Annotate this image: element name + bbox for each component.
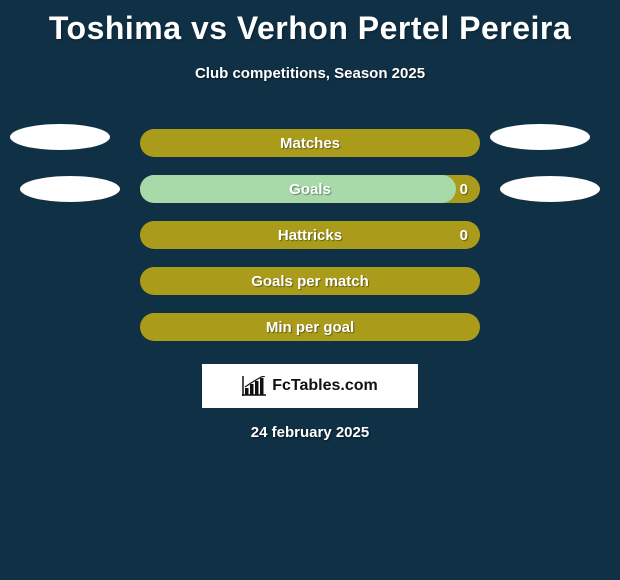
stat-label: Goals per match xyxy=(251,273,369,290)
stat-row: Min per goal xyxy=(0,304,620,350)
stat-rows: Matches Goals 0 Hattricks 0 Goals per match Mi… xyxy=(0,120,620,350)
bar-wrap: Goals 0 xyxy=(140,175,480,203)
bar-wrap: Min per goal xyxy=(140,313,480,341)
subtitle: Club competitions, Season 2025 xyxy=(0,65,620,82)
stat-bar: Goals per match xyxy=(140,267,480,295)
bar-chart-icon xyxy=(242,376,266,396)
stat-row: Goals per match xyxy=(0,258,620,304)
bar-wrap: Hattricks 0 xyxy=(140,221,480,249)
stat-label: Min per goal xyxy=(266,319,354,336)
stat-label: Goals xyxy=(289,181,331,198)
stat-value-right: 0 xyxy=(460,181,468,198)
date-label: 24 february 2025 xyxy=(0,424,620,441)
stat-row: Matches xyxy=(0,120,620,166)
stat-value-right: 0 xyxy=(460,227,468,244)
bar-wrap: Goals per match xyxy=(140,267,480,295)
logo-text: FcTables.com xyxy=(272,377,378,395)
stat-bar: Goals 0 xyxy=(140,175,480,203)
stat-bar: Min per goal xyxy=(140,313,480,341)
logo-box: FcTables.com xyxy=(202,364,418,408)
logo-inner: FcTables.com xyxy=(242,376,378,396)
bar-wrap: Matches xyxy=(140,129,480,157)
stat-label: Hattricks xyxy=(278,227,342,244)
stat-bar: Matches xyxy=(140,129,480,157)
stat-label: Matches xyxy=(280,135,340,152)
page-title: Toshima vs Verhon Pertel Pereira xyxy=(0,0,620,47)
stat-row: Goals 0 xyxy=(0,166,620,212)
stat-bar: Hattricks 0 xyxy=(140,221,480,249)
stat-row: Hattricks 0 xyxy=(0,212,620,258)
